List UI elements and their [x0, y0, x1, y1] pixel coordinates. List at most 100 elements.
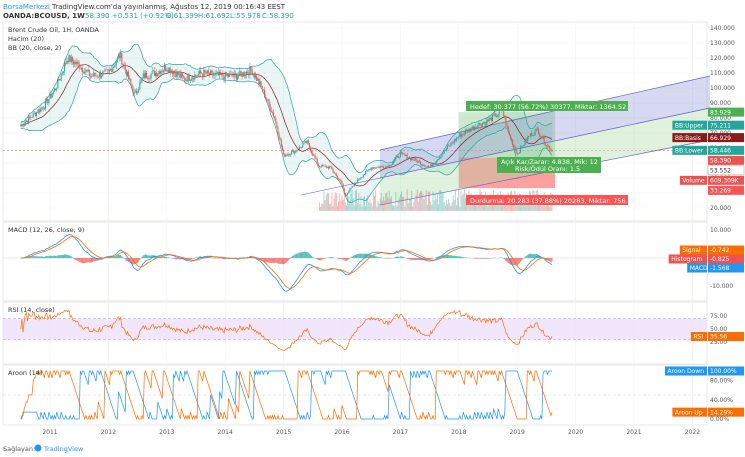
- candle-body: [535, 128, 537, 131]
- grid-lines: [3, 22, 707, 425]
- candle-body: [407, 158, 409, 159]
- macd-histogram-bar: [409, 258, 412, 260]
- volume-bar: [380, 192, 382, 211]
- brand-name[interactable]: BorsaMerkezi: [3, 3, 50, 11]
- candle-body: [378, 166, 380, 168]
- macd-histogram-bar: [317, 258, 319, 260]
- macd-histogram-bar: [508, 258, 510, 264]
- macd-histogram-bar: [196, 257, 198, 259]
- candle-body: [444, 149, 446, 151]
- volume-bar: [363, 195, 365, 211]
- volume-bar: [452, 195, 454, 211]
- candle-body: [270, 110, 272, 113]
- macd-histogram-bar: [172, 258, 175, 259]
- candle-body: [427, 166, 429, 167]
- candle-body: [342, 183, 344, 189]
- macd-histogram-bar: [354, 254, 356, 259]
- candle-body: [183, 76, 185, 78]
- candle-body: [505, 117, 507, 126]
- macd-histogram-bar: [530, 253, 532, 259]
- target-label-bg: [466, 101, 628, 111]
- macd-histogram-bar: [165, 256, 167, 259]
- volume-bar: [447, 204, 448, 211]
- candle-body: [115, 61, 117, 66]
- macd-histogram-bar: [510, 258, 513, 265]
- macd-histogram-bar: [413, 258, 415, 261]
- candle-body: [213, 75, 215, 76]
- macd-histogram-bar: [44, 256, 47, 259]
- candle-body: [363, 174, 365, 176]
- candle-body: [357, 179, 359, 183]
- macd-histogram-bar: [277, 258, 279, 264]
- volume-bar: [393, 205, 395, 211]
- candle-body: [451, 142, 453, 144]
- candle-body: [46, 99, 48, 101]
- rsi-badge-0-value-bg: [708, 332, 744, 342]
- macd-histogram-bar: [341, 258, 343, 260]
- volume-bar: [372, 192, 374, 211]
- candle-body: [69, 55, 71, 63]
- macd-histogram-bar: [64, 254, 66, 259]
- macd-histogram-bar: [458, 256, 460, 259]
- volume-bar: [439, 190, 441, 211]
- macd-badge-0-value: -0.742: [710, 247, 730, 254]
- candle-body: [303, 142, 305, 145]
- macd-histogram-bar: [258, 258, 260, 261]
- candle-body: [215, 73, 217, 74]
- macd-histogram-bar: [59, 255, 61, 259]
- macd-histogram-bar: [525, 256, 527, 259]
- candle-body: [60, 73, 62, 80]
- macd-histogram-bar: [369, 254, 371, 259]
- macd-histogram-bar: [454, 256, 456, 259]
- x-tick-label: 2021: [626, 429, 641, 436]
- volume-bar: [443, 202, 445, 211]
- x-tick-label: 2017: [393, 429, 408, 436]
- candle-body: [179, 73, 181, 78]
- candle-body: [530, 133, 532, 137]
- macd-histogram-bar: [316, 258, 318, 260]
- volume-bar: [359, 204, 361, 211]
- volume-bar: [414, 198, 416, 211]
- volume-bar: [397, 200, 399, 211]
- candle-body: [96, 75, 98, 77]
- macd-histogram-bar: [388, 258, 390, 259]
- candle-body: [203, 70, 205, 77]
- macd-histogram-bar: [287, 258, 289, 261]
- candle-body: [264, 89, 266, 97]
- candle-body: [354, 183, 356, 184]
- macd-histogram-bar: [210, 257, 212, 259]
- provider-name[interactable]: TradingView: [43, 445, 84, 453]
- candle-body: [82, 67, 84, 73]
- candle-body: [307, 140, 309, 144]
- macd-histogram-bar: [403, 257, 405, 259]
- macd-histogram-bar: [375, 256, 377, 259]
- volume-bar: [330, 203, 332, 211]
- volume-bar: [370, 203, 372, 211]
- macd-histogram-bar: [174, 258, 176, 259]
- macd-histogram-bar: [159, 256, 161, 259]
- price-badge-0-value-bg: [708, 107, 744, 117]
- macd-histogram-bar: [387, 258, 389, 259]
- macd-histogram-bar: [147, 255, 149, 259]
- candle-body: [55, 88, 57, 90]
- volume-bar: [389, 198, 391, 211]
- macd-histogram-bar: [360, 253, 362, 259]
- macd-histogram-bar: [528, 254, 531, 259]
- volume-legend: Hacim (20): [8, 35, 44, 43]
- macd-histogram-bar: [89, 258, 91, 263]
- volume-bar: [377, 200, 379, 211]
- price-badge-3-label: BB:Lower: [675, 148, 704, 155]
- macd-histogram-bar: [309, 254, 312, 259]
- macd-histogram-bar: [60, 254, 62, 259]
- volume-bar: [343, 192, 345, 211]
- candle-body: [98, 72, 100, 77]
- macd-histogram-bar: [148, 255, 150, 259]
- aroon-badge-1-label: Aroon Up: [675, 409, 703, 416]
- candle-body: [481, 123, 483, 127]
- volume-bar: [344, 202, 346, 211]
- macd-histogram-bar: [151, 255, 153, 259]
- aroon-badge-1-value-bg: [708, 407, 744, 417]
- candle-body: [415, 158, 417, 161]
- candle-body: [280, 139, 282, 147]
